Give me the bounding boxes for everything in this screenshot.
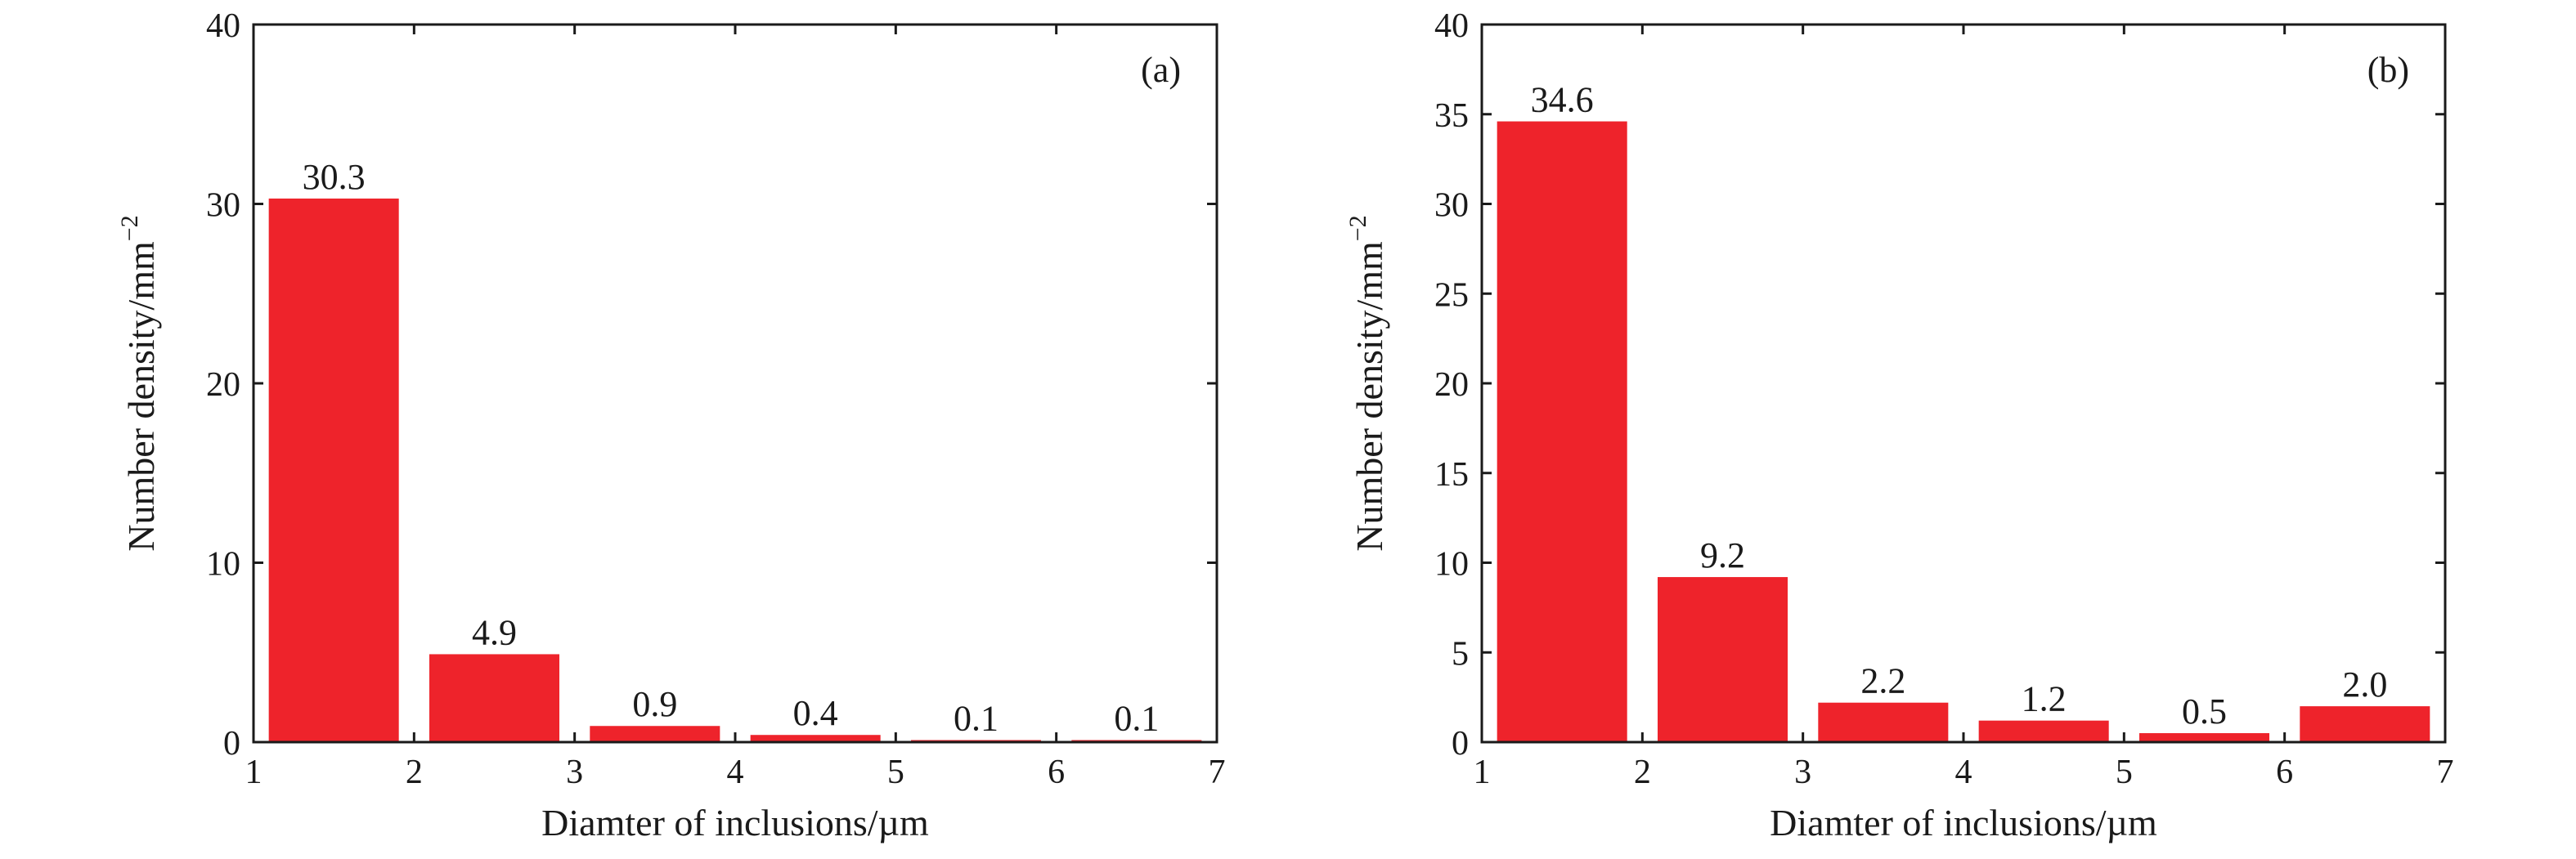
y-tick-label: 40 [206,7,240,45]
x-tick-label: 2 [406,754,423,791]
x-tick-label: 2 [1634,754,1651,791]
y-axis-title: Number density/mm−2 [1344,215,1390,551]
y-tick-label: 20 [1434,366,1469,404]
data-label: 34.6 [1531,80,1594,120]
x-tick-label: 7 [1209,754,1226,791]
chart-panel-a: 30.3 4.9 0.9 0.4 0.1 0.1 1 2 3 4 5 6 7 0 10 20 30 40 (a) Di… [116,7,1226,843]
y-tick-label: 10 [1434,546,1469,584]
data-label: 9.2 [1700,535,1745,575]
y-tick-label: 0 [1452,725,1469,763]
y-tick-label: 5 [1452,635,1469,673]
data-label: 30.3 [303,157,366,197]
y-tick-label: 30 [206,187,240,225]
bar [1818,702,1949,742]
bar [750,735,881,742]
x-tick-label: 7 [2437,754,2454,791]
y-tick-label: 15 [1434,456,1469,494]
data-label: 2.2 [1860,661,1905,701]
y-tick-label: 35 [1434,97,1469,135]
y-tick-label: 30 [1434,187,1469,225]
x-tick-label: 6 [2276,754,2293,791]
x-tick-label: 5 [887,754,904,791]
y-tick-label: 10 [206,546,240,584]
bar [2300,706,2430,742]
bar [1497,121,1627,742]
x-tick-label: 3 [1794,754,1811,791]
panel-label: (b) [2367,50,2409,90]
y-tick-label: 25 [1434,276,1469,314]
bar [268,198,399,743]
y-axis-title-superscript: −2 [1344,215,1371,241]
data-label: 4.9 [472,612,517,652]
x-tick-label: 4 [727,754,744,791]
panel-label: (a) [1141,50,1181,90]
x-axis-title: Diamter of inclusions/µm [1770,802,2157,843]
x-tick-label: 5 [2116,754,2133,791]
bar [1978,720,2109,742]
y-axis-title-text: Number density/mm [120,241,162,552]
y-tick-label: 40 [1434,7,1469,45]
y-tick-label: 0 [223,725,240,763]
bar [2138,733,2270,742]
data-label: 0.5 [2182,691,2227,731]
data-label: 2.0 [2342,664,2387,705]
x-tick-label: 4 [1955,754,1972,791]
bar [429,654,560,742]
data-label: 1.2 [2022,679,2067,719]
data-label: 0.1 [1114,699,1159,739]
data-label: 0.9 [632,684,677,724]
data-label: 0.4 [793,693,838,733]
x-tick-label: 1 [245,754,263,791]
x-axis-title: Diamter of inclusions/µm [541,802,929,843]
y-axis-title-text: Number density/mm [1349,241,1390,552]
x-tick-label: 6 [1048,754,1065,791]
chart-panel-b: 34.6 9.2 2.2 1.2 0.5 2.0 1 2 3 4 5 6 7 0 5 10 15 20 25 30 35… [1344,7,2454,843]
data-label: 0.1 [954,699,999,739]
bar [590,726,720,742]
x-tick-label: 1 [1474,754,1491,791]
y-axis-title-superscript: −2 [116,215,143,241]
bar [1657,577,1788,742]
y-tick-label: 20 [206,366,240,404]
x-tick-label: 3 [566,754,583,791]
y-axis-title: Number density/mm−2 [116,215,162,551]
